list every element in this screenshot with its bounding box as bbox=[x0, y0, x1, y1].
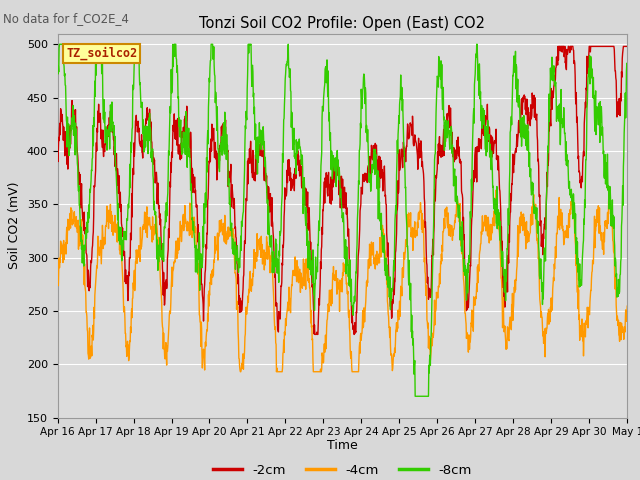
Text: TZ_soilco2: TZ_soilco2 bbox=[66, 47, 138, 60]
X-axis label: Time: Time bbox=[327, 439, 358, 452]
Y-axis label: Soil CO2 (mV): Soil CO2 (mV) bbox=[8, 182, 21, 269]
Text: No data for f_CO2E_4: No data for f_CO2E_4 bbox=[3, 12, 129, 25]
Title: Tonzi Soil CO2 Profile: Open (East) CO2: Tonzi Soil CO2 Profile: Open (East) CO2 bbox=[200, 16, 485, 31]
Legend: -2cm, -4cm, -8cm: -2cm, -4cm, -8cm bbox=[208, 458, 477, 480]
